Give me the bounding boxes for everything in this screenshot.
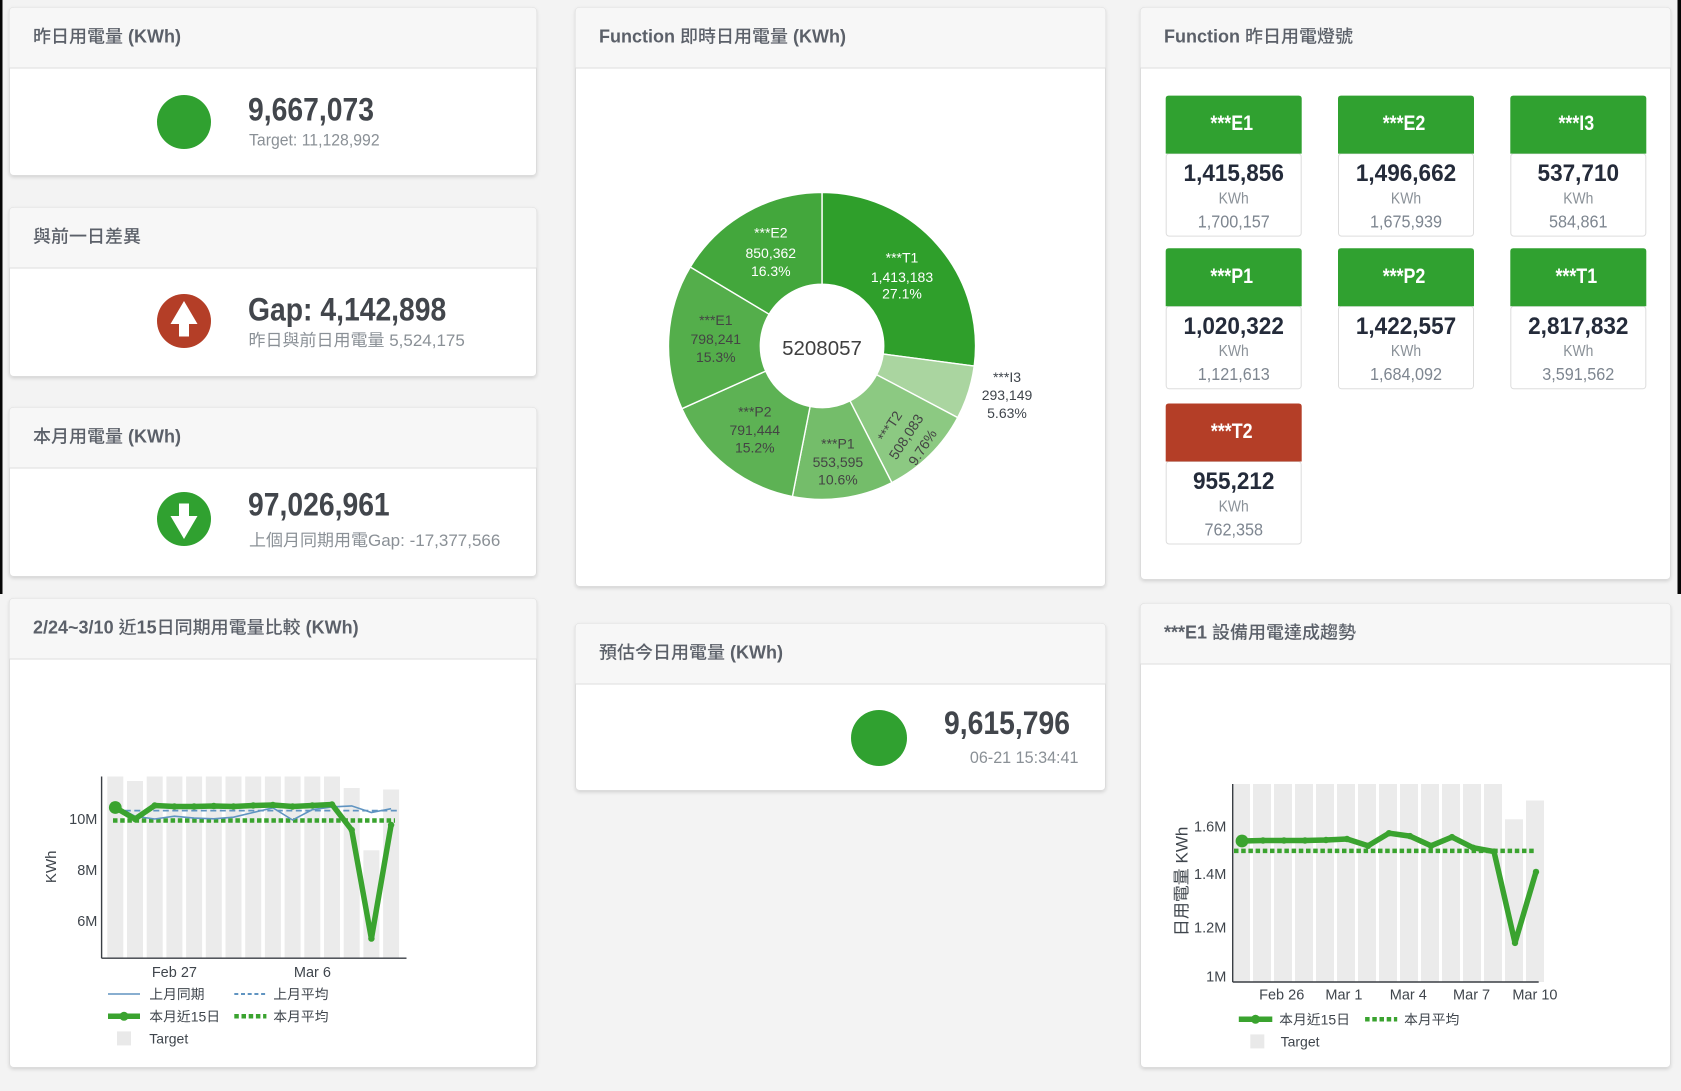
svg-text:***P1: ***P1 [821,435,855,451]
svg-text:***E2: ***E2 [754,225,788,241]
svg-text:Function: Function [599,27,675,47]
svg-text:KWh: KWh [1172,827,1191,864]
svg-text:Target: 11,128,992: Target: 11,128,992 [249,131,380,150]
svg-text:762,358: 762,358 [1204,520,1263,540]
svg-text:***P2: ***P2 [738,403,772,419]
svg-text:Gap: -17,377,566: Gap: -17,377,566 [368,531,500,550]
svg-text:97,026,961: 97,026,961 [248,488,390,523]
svg-text:KWh: KWh [1219,342,1249,360]
svg-text:KWh: KWh [1219,190,1249,208]
svg-text:1.4M: 1.4M [1194,867,1226,883]
svg-text:(KWh): (KWh) [306,618,359,638]
svg-text:***P1: ***P1 [1210,264,1253,288]
svg-text:1M: 1M [1206,969,1226,985]
svg-text:***I3: ***I3 [993,369,1021,385]
svg-text:KWh: KWh [1391,342,1421,360]
svg-text:5,524,175: 5,524,175 [389,331,465,350]
svg-text:553,595: 553,595 [813,454,864,470]
svg-text:Mar 1: Mar 1 [1325,988,1362,1004]
svg-text:KWh: KWh [1219,497,1249,515]
svg-text:1,496,662: 1,496,662 [1356,159,1456,186]
svg-text:1,413,183: 1,413,183 [871,269,933,285]
svg-text:2,817,832: 2,817,832 [1528,312,1628,339]
svg-text:537,710: 537,710 [1538,159,1620,186]
svg-text:5208057: 5208057 [782,337,862,360]
svg-text:***E1: ***E1 [699,312,733,328]
svg-text:6M: 6M [77,914,97,930]
svg-text:***E1: ***E1 [1164,623,1207,643]
svg-text:(KWh): (KWh) [128,427,181,447]
svg-text:8M: 8M [77,863,97,879]
svg-text:1,675,939: 1,675,939 [1370,212,1442,232]
svg-text:KWh: KWh [1563,342,1593,360]
svg-text:Gap: 4,142,898: Gap: 4,142,898 [248,293,446,328]
svg-text:16.3%: 16.3% [751,263,791,279]
svg-text:1,700,157: 1,700,157 [1198,212,1270,232]
svg-text:Mar 10: Mar 10 [1512,988,1557,1004]
svg-text:15: 15 [137,618,157,638]
svg-text:Mar 4: Mar 4 [1390,988,1427,1004]
svg-text:Mar 6: Mar 6 [294,965,331,981]
svg-text:Mar 7: Mar 7 [1453,988,1490,1004]
svg-text:***T1: ***T1 [1555,264,1597,288]
svg-text:27.1%: 27.1% [882,286,922,302]
svg-text:15.2%: 15.2% [735,440,775,456]
svg-text:15: 15 [191,1008,207,1024]
svg-text:850,362: 850,362 [745,245,796,261]
svg-text:***T1: ***T1 [886,250,919,266]
svg-text:293,149: 293,149 [982,387,1033,403]
svg-text:791,444: 791,444 [729,422,780,438]
svg-text:1.2M: 1.2M [1194,920,1226,936]
svg-text:***P2: ***P2 [1383,264,1426,288]
svg-text:1,020,322: 1,020,322 [1184,312,1284,339]
svg-text:955,212: 955,212 [1193,467,1275,494]
svg-text:(KWh): (KWh) [128,27,181,47]
svg-text:10M: 10M [69,812,97,828]
svg-text:***E1: ***E1 [1210,112,1253,136]
svg-text:***E2: ***E2 [1383,112,1426,136]
svg-text:9,615,796: 9,615,796 [944,706,1070,741]
svg-text:1,121,613: 1,121,613 [1198,364,1270,384]
svg-text:584,861: 584,861 [1549,212,1608,232]
svg-text:KWh: KWh [43,851,60,884]
svg-text:15.3%: 15.3% [696,349,736,365]
svg-text:9,667,073: 9,667,073 [248,93,374,128]
svg-text:15: 15 [1321,1011,1337,1027]
svg-text:Target: Target [149,1030,188,1046]
svg-text:Feb 27: Feb 27 [152,965,197,981]
svg-text:Feb 26: Feb 26 [1259,988,1304,1004]
svg-text:798,241: 798,241 [690,331,741,347]
svg-text:1.6M: 1.6M [1194,820,1226,836]
svg-text:1,684,092: 1,684,092 [1370,364,1442,384]
svg-text:06-21 15:34:41: 06-21 15:34:41 [970,748,1079,767]
svg-text:(KWh): (KWh) [793,27,846,47]
svg-text:10.6%: 10.6% [818,472,858,488]
svg-text:1,415,856: 1,415,856 [1184,159,1284,186]
svg-text:KWh: KWh [1391,190,1421,208]
svg-text:Target: Target [1281,1033,1320,1049]
svg-text:2/24~3/10: 2/24~3/10 [33,618,114,638]
svg-text:(KWh): (KWh) [730,643,783,663]
svg-text:***T2: ***T2 [1211,420,1253,444]
svg-text:KWh: KWh [1563,190,1593,208]
svg-text:1,422,557: 1,422,557 [1356,312,1456,339]
svg-text:Function: Function [1164,27,1240,47]
svg-text:***I3: ***I3 [1558,112,1594,136]
svg-text:3,591,562: 3,591,562 [1542,364,1614,384]
svg-text:5.63%: 5.63% [987,405,1027,421]
